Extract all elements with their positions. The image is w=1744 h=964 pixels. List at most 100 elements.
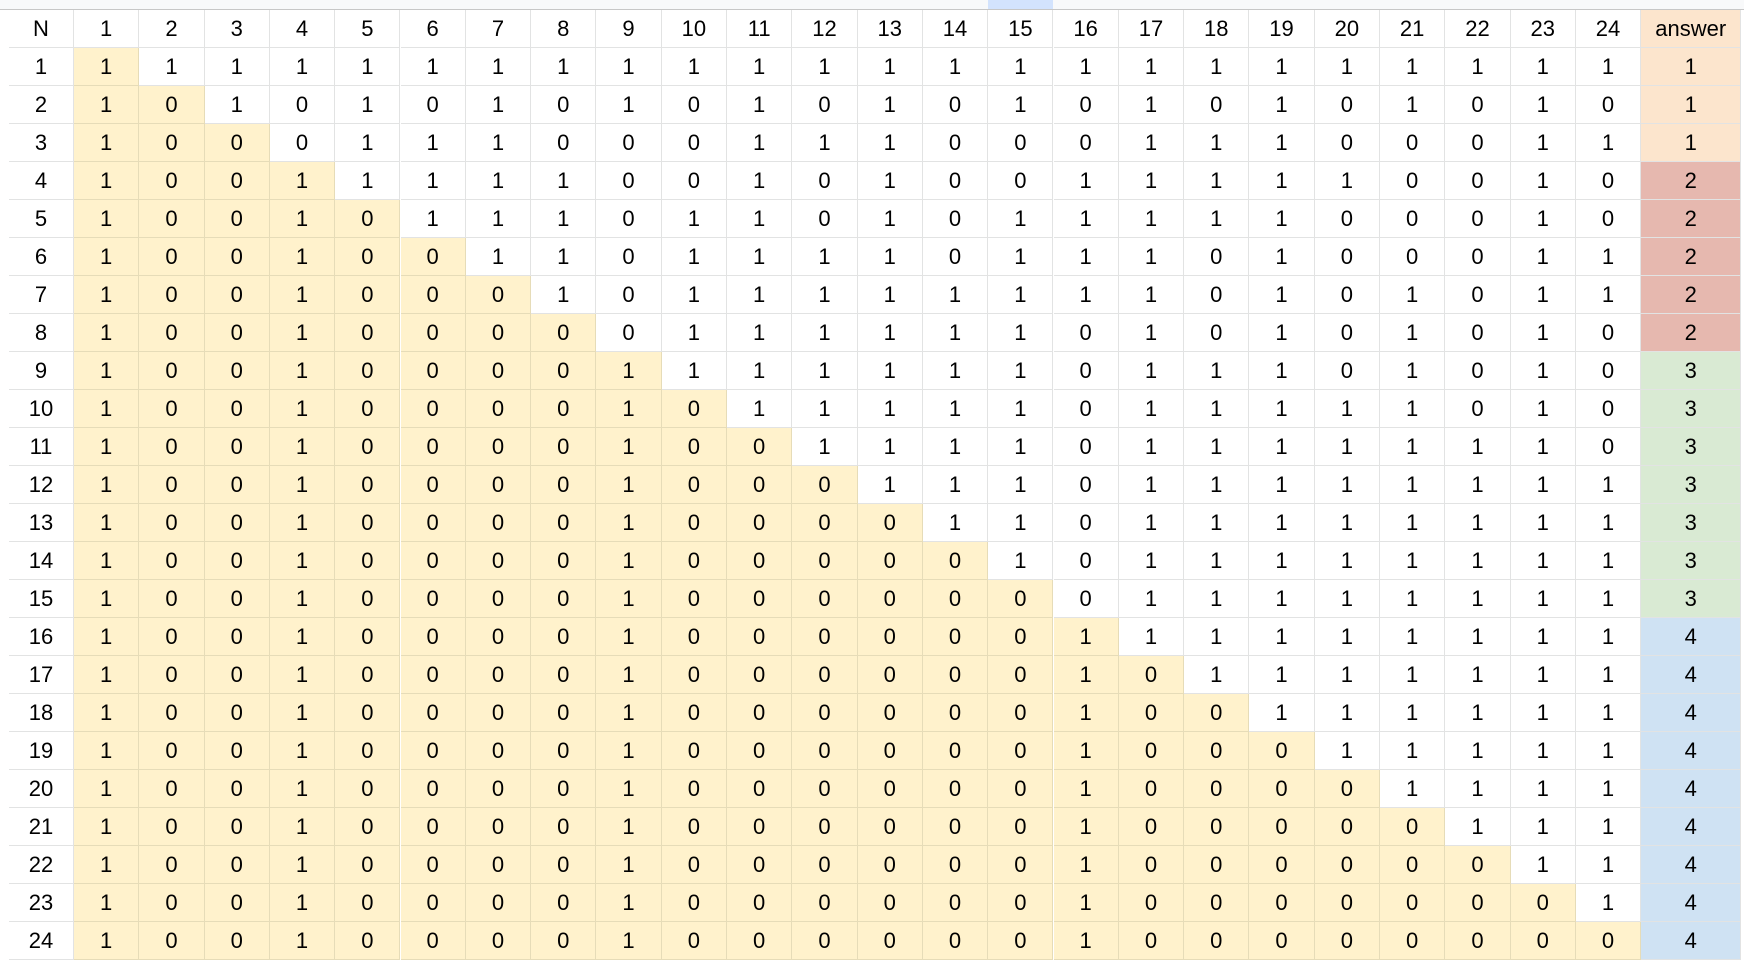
table-cell[interactable]: 0 xyxy=(1314,124,1380,162)
table-cell[interactable]: 0 xyxy=(1314,808,1380,846)
table-cell[interactable]: 1 xyxy=(531,200,597,238)
table-cell[interactable]: 1 xyxy=(74,86,140,124)
table-cell[interactable]: 1 xyxy=(269,922,336,960)
table-cell[interactable]: 1 xyxy=(922,428,989,466)
table-cell[interactable]: 0 xyxy=(1575,162,1642,200)
row-label-n[interactable]: 14 xyxy=(9,542,74,580)
table-cell[interactable]: 0 xyxy=(1314,352,1380,390)
table-cell[interactable]: 1 xyxy=(1118,580,1185,618)
table-cell[interactable]: 1 xyxy=(1575,884,1642,922)
table-cell[interactable]: 0 xyxy=(1184,238,1250,276)
table-cell[interactable]: 0 xyxy=(661,86,727,124)
table-cell[interactable]: 1 xyxy=(269,808,336,846)
table-cell[interactable]: 1 xyxy=(1118,352,1185,390)
table-cell[interactable]: 1 xyxy=(1249,466,1315,504)
table-cell[interactable]: 1 xyxy=(1575,124,1642,162)
table-cell[interactable]: 0 xyxy=(400,694,466,732)
table-cell[interactable]: 1 xyxy=(596,504,662,542)
table-cell[interactable]: 1 xyxy=(1575,770,1642,808)
table-cell[interactable]: 0 xyxy=(727,542,793,580)
table-cell[interactable]: 0 xyxy=(335,656,401,694)
table-cell[interactable]: 0 xyxy=(1249,846,1315,884)
table-cell[interactable]: 0 xyxy=(988,770,1054,808)
table-cell[interactable]: 1 xyxy=(335,86,401,124)
table-cell[interactable]: 1 xyxy=(1575,618,1642,656)
table-cell[interactable]: 1 xyxy=(792,314,858,352)
table-cell[interactable]: 0 xyxy=(400,922,466,960)
table-cell[interactable]: 0 xyxy=(727,884,793,922)
table-cell[interactable]: 1 xyxy=(335,48,401,86)
table-cell[interactable]: 1 xyxy=(1249,124,1315,162)
table-cell[interactable]: 1 xyxy=(988,352,1054,390)
table-cell[interactable]: 1 xyxy=(74,732,140,770)
table-cell[interactable]: 0 xyxy=(727,618,793,656)
table-cell[interactable]: 1 xyxy=(922,48,989,86)
table-cell[interactable]: 0 xyxy=(335,352,401,390)
table-cell[interactable]: 0 xyxy=(792,846,858,884)
table-cell[interactable]: 1 xyxy=(661,200,727,238)
answer-cell[interactable]: 3 xyxy=(1641,504,1742,542)
table-cell[interactable]: 1 xyxy=(596,732,662,770)
table-cell[interactable]: 0 xyxy=(204,162,270,200)
table-cell[interactable]: 1 xyxy=(74,200,140,238)
table-cell[interactable]: 1 xyxy=(1575,808,1642,846)
table-cell[interactable]: 1 xyxy=(1118,504,1185,542)
table-cell[interactable]: 1 xyxy=(269,504,336,542)
table-cell[interactable]: 1 xyxy=(1575,846,1642,884)
table-cell[interactable]: 1 xyxy=(74,618,140,656)
table-cell[interactable]: 0 xyxy=(400,580,466,618)
table-cell[interactable]: 1 xyxy=(661,48,727,86)
table-cell[interactable]: 0 xyxy=(1249,884,1315,922)
table-cell[interactable]: 0 xyxy=(204,314,270,352)
table-cell[interactable]: 1 xyxy=(531,238,597,276)
table-cell[interactable]: 0 xyxy=(922,238,989,276)
table-cell[interactable]: 1 xyxy=(1510,770,1576,808)
table-cell[interactable]: 0 xyxy=(1510,922,1576,960)
answer-cell[interactable]: 3 xyxy=(1641,352,1742,390)
table-cell[interactable]: 0 xyxy=(1118,884,1185,922)
table-cell[interactable]: 0 xyxy=(661,504,727,542)
table-cell[interactable]: 1 xyxy=(1445,656,1511,694)
table-cell[interactable]: 1 xyxy=(465,48,532,86)
table-cell[interactable]: 0 xyxy=(335,732,401,770)
table-cell[interactable]: 1 xyxy=(857,124,923,162)
table-cell[interactable]: 1 xyxy=(1445,542,1511,580)
table-cell[interactable]: 0 xyxy=(1118,922,1185,960)
table-cell[interactable]: 1 xyxy=(1053,884,1119,922)
table-cell[interactable]: 0 xyxy=(988,846,1054,884)
header-cell-4[interactable]: 4 xyxy=(269,10,336,48)
table-cell[interactable]: 0 xyxy=(531,618,597,656)
table-cell[interactable]: 1 xyxy=(1445,618,1511,656)
table-cell[interactable]: 1 xyxy=(74,580,140,618)
table-cell[interactable]: 1 xyxy=(1445,808,1511,846)
table-cell[interactable]: 0 xyxy=(400,352,466,390)
table-cell[interactable]: 1 xyxy=(1510,314,1576,352)
table-cell[interactable]: 1 xyxy=(1314,162,1380,200)
table-cell[interactable]: 0 xyxy=(727,922,793,960)
table-cell[interactable]: 1 xyxy=(1249,162,1315,200)
table-cell[interactable]: 0 xyxy=(1184,770,1250,808)
table-cell[interactable]: 1 xyxy=(1053,732,1119,770)
table-cell[interactable]: 0 xyxy=(139,846,205,884)
table-cell[interactable]: 0 xyxy=(792,732,858,770)
table-cell[interactable]: 1 xyxy=(1118,86,1185,124)
table-cell[interactable]: 0 xyxy=(1053,580,1119,618)
table-cell[interactable]: 0 xyxy=(988,162,1054,200)
table-cell[interactable]: 1 xyxy=(465,238,532,276)
table-cell[interactable]: 0 xyxy=(1445,124,1511,162)
table-cell[interactable]: 0 xyxy=(661,656,727,694)
table-cell[interactable]: 1 xyxy=(74,770,140,808)
table-cell[interactable]: 0 xyxy=(335,504,401,542)
table-cell[interactable]: 1 xyxy=(1510,352,1576,390)
table-cell[interactable]: 0 xyxy=(792,618,858,656)
table-cell[interactable]: 0 xyxy=(531,390,597,428)
table-cell[interactable]: 1 xyxy=(922,466,989,504)
table-cell[interactable]: 0 xyxy=(335,542,401,580)
table-cell[interactable]: 0 xyxy=(727,504,793,542)
table-cell[interactable]: 1 xyxy=(1314,618,1380,656)
table-cell[interactable]: 1 xyxy=(1184,618,1250,656)
table-cell[interactable]: 0 xyxy=(1118,846,1185,884)
table-cell[interactable]: 0 xyxy=(1053,352,1119,390)
table-cell[interactable]: 0 xyxy=(335,770,401,808)
table-cell[interactable]: 1 xyxy=(1510,124,1576,162)
